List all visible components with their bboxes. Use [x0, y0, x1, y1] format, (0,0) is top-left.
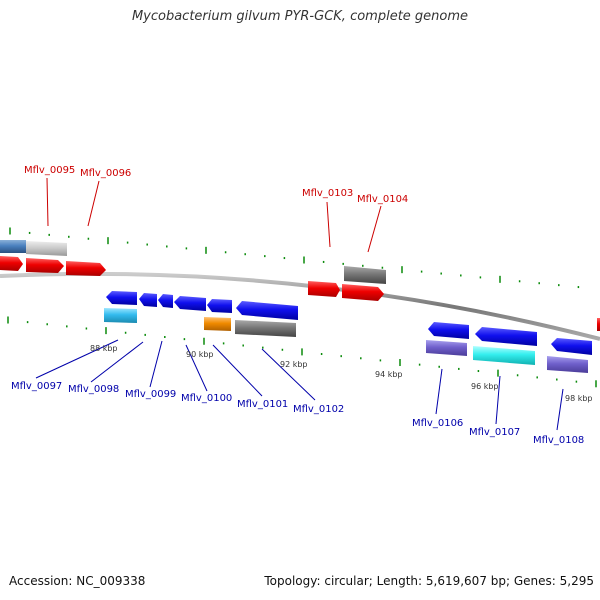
scale-label-94: 94 kbp	[375, 370, 403, 379]
gene-arrow	[428, 322, 469, 339]
gene-feature	[204, 317, 231, 331]
scale-label-88: 88 kbp	[90, 344, 118, 353]
gene-label-mflv-0104[interactable]: Mflv_0104	[357, 194, 408, 205]
gene-arrow	[236, 301, 298, 320]
gene-arrow	[66, 261, 106, 276]
leader-line	[87, 180, 100, 227]
scale-label-98: 98 kbp	[565, 394, 593, 403]
leader-line	[261, 348, 316, 401]
scale-label-90: 90 kbp	[186, 350, 214, 359]
leader-line	[212, 344, 263, 397]
leader-line	[367, 205, 382, 253]
gene-label-mflv-0106[interactable]: Mflv_0106	[412, 418, 463, 429]
label-leader-lines	[35, 177, 564, 431]
gene-label-mflv-0103[interactable]: Mflv_0103	[302, 188, 353, 199]
forward-strand-genes	[0, 240, 600, 331]
gene-feature	[473, 346, 535, 365]
gene-arrow	[0, 256, 23, 271]
reverse-gene-labels: Mflv_0097 Mflv_0098 Mflv_0099 Mflv_0100 …	[11, 381, 584, 446]
lower-tick-row	[7, 316, 597, 388]
map-title: Mycobacterium gilvum PYR-GCK, complete g…	[131, 9, 469, 24]
leader-line	[556, 388, 564, 431]
gene-arrow	[342, 284, 384, 301]
gene-label-mflv-0097[interactable]: Mflv_0097	[11, 381, 62, 392]
gene-arrow	[207, 299, 232, 313]
gene-arrow	[551, 338, 592, 355]
gene-label-mflv-0108[interactable]: Mflv_0108	[533, 435, 584, 446]
gene-feature	[344, 266, 386, 284]
leader-line	[90, 341, 144, 383]
gene-arrow	[106, 291, 137, 305]
gene-feature	[426, 340, 467, 356]
leader-line	[149, 340, 163, 388]
gene-label-mflv-0098[interactable]: Mflv_0098	[68, 384, 119, 395]
gene-label-mflv-0101[interactable]: Mflv_0101	[237, 399, 288, 410]
gene-label-mflv-0099[interactable]: Mflv_0099	[125, 389, 176, 400]
gene-feature	[235, 320, 296, 337]
leader-line	[495, 375, 501, 425]
gene-arrow	[158, 294, 173, 308]
gene-arrow	[174, 296, 206, 311]
gene-arrow	[26, 258, 64, 273]
gene-arrow	[597, 318, 600, 331]
scale-label-92: 92 kbp	[280, 360, 308, 369]
genome-backbone	[0, 271, 600, 341]
gene-arrow	[139, 293, 157, 307]
forward-gene-labels: Mflv_0095 Mflv_0096 Mflv_0103 Mflv_0104	[24, 165, 408, 205]
upper-tick-row	[9, 227, 580, 289]
reverse-strand-genes	[104, 291, 592, 373]
leader-line	[46, 177, 49, 227]
scale-label-96: 96 kbp	[471, 382, 499, 391]
genome-summary-text: Topology: circular; Length: 5,619,607 bp…	[264, 574, 594, 588]
leader-line	[435, 368, 443, 415]
gene-label-mflv-0102[interactable]: Mflv_0102	[293, 404, 344, 415]
gene-label-mflv-0100[interactable]: Mflv_0100	[181, 393, 232, 404]
gene-feature	[104, 308, 137, 323]
gene-label-mflv-0095[interactable]: Mflv_0095	[24, 165, 75, 176]
gene-arrow	[475, 327, 537, 346]
scale-labels: 88 kbp 90 kbp 92 kbp 94 kbp 96 kbp 98 kb…	[90, 344, 593, 403]
gene-arrow	[308, 281, 340, 297]
gene-feature	[26, 241, 67, 256]
gene-label-mflv-0107[interactable]: Mflv_0107	[469, 427, 520, 438]
gene-label-mflv-0096[interactable]: Mflv_0096	[80, 168, 131, 179]
leader-line	[35, 339, 119, 379]
gene-feature	[0, 240, 26, 253]
accession-text: Accession: NC_009338	[9, 574, 146, 588]
leader-line	[326, 201, 331, 248]
leader-line	[185, 344, 208, 392]
gene-feature	[547, 356, 588, 373]
